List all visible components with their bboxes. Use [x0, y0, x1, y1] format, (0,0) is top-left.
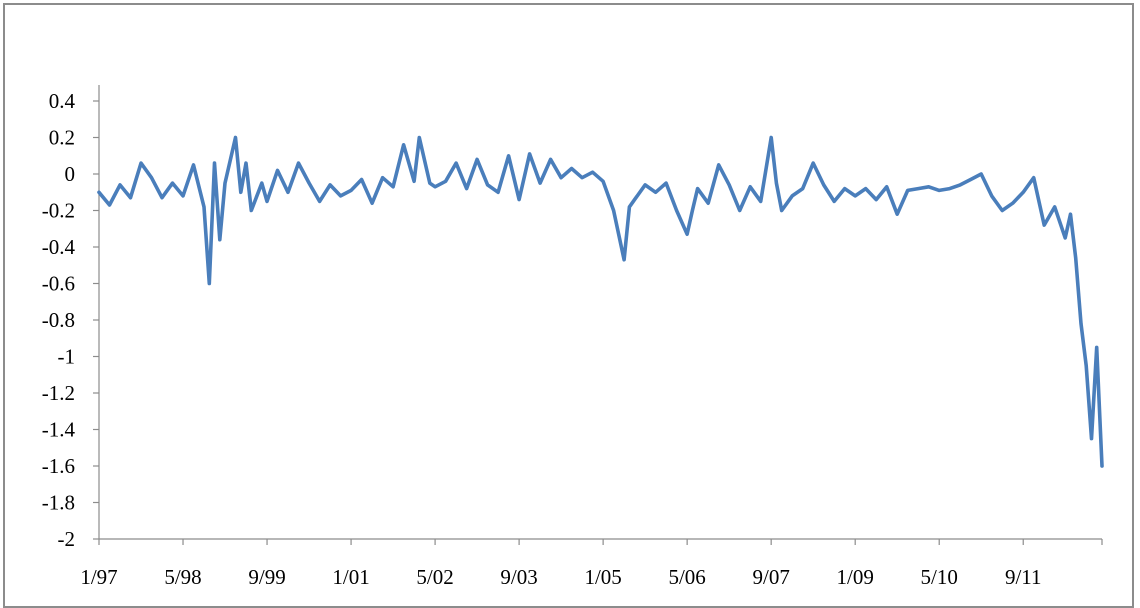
- y-tick-label: -0.2: [42, 199, 75, 223]
- y-tick-label: -0.4: [42, 235, 76, 259]
- series-line-0: [97, 135, 1104, 468]
- x-tick-label: 9/03: [500, 565, 537, 589]
- x-tick-label: 1/01: [332, 565, 369, 589]
- y-tick-label: 0: [65, 162, 76, 186]
- x-tick-label: 1/05: [584, 565, 621, 589]
- y-tick-label: -1: [58, 345, 76, 369]
- x-tick-label: 9/07: [752, 565, 789, 589]
- x-tick-label: 1/09: [837, 565, 874, 589]
- y-tick-label: 0.2: [49, 126, 75, 150]
- x-tick-label: 9/11: [1005, 565, 1042, 589]
- x-tick-label: 9/99: [248, 565, 285, 589]
- y-tick-label: -1.2: [42, 381, 75, 405]
- x-tick-label: 5/98: [164, 565, 201, 589]
- y-tick-label: -2: [58, 527, 76, 551]
- x-axis: 1/97 5/98 9/99 1/01 5/02 9/03 1/05 5/06 9/07 1/09…: [80, 538, 1103, 589]
- series-layer: [97, 135, 1104, 468]
- y-tick-label: -1.4: [42, 418, 76, 442]
- x-tick-label: 5/10: [921, 565, 958, 589]
- y-tick-label: -0.6: [42, 272, 75, 296]
- x-tick-label: 5/06: [668, 565, 705, 589]
- y-axis: 0.4 0.2 0 -0.2 -0.4 -0.6 -0.8 -1 -1.2 -1.4 -1.6 -1.…: [42, 85, 100, 551]
- y-tick-label: -0.8: [42, 308, 75, 332]
- y-tick-label: 0.4: [49, 89, 76, 113]
- y-tick-label: -1.6: [42, 454, 75, 478]
- chart-frame: [3, 3, 1134, 608]
- x-tick-label: 5/02: [416, 565, 453, 589]
- x-tick-label: 1/97: [80, 565, 117, 589]
- y-tick-label: -1.8: [42, 491, 75, 515]
